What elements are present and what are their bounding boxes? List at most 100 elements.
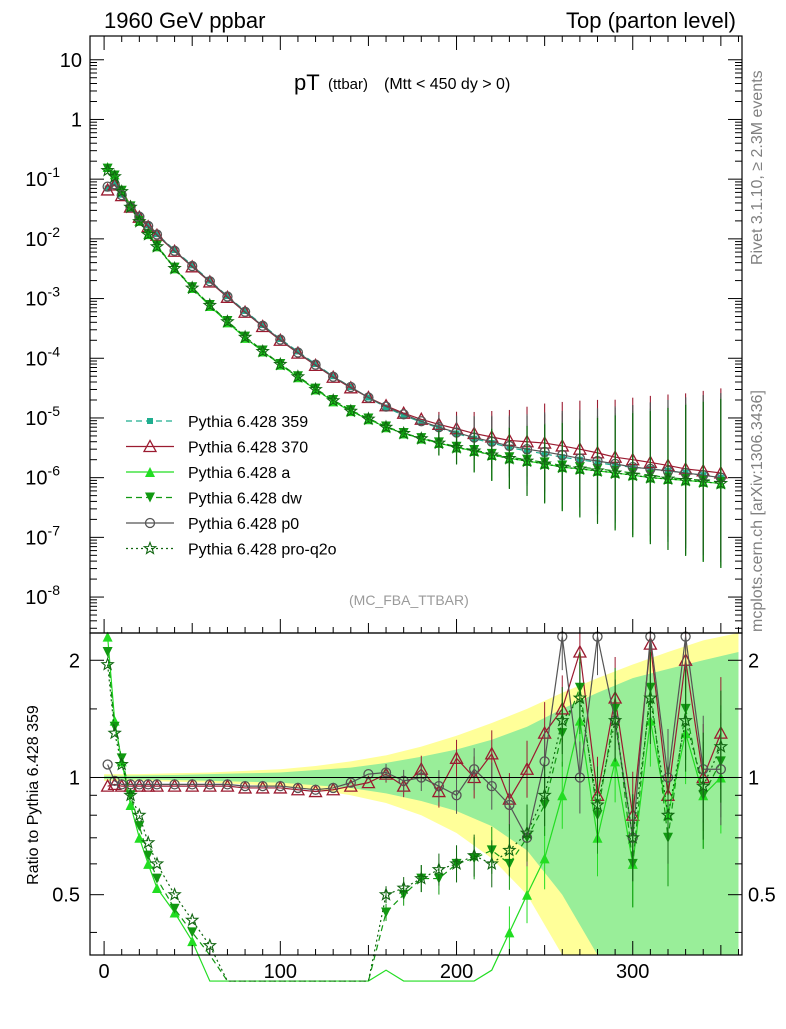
point-marker <box>185 280 200 295</box>
point-marker <box>141 778 156 792</box>
point-marker <box>449 856 464 870</box>
y-tick-label: 10-2 <box>25 224 60 251</box>
point-marker <box>149 856 165 870</box>
point-marker <box>537 456 552 471</box>
point-marker <box>469 764 480 775</box>
point-marker <box>519 453 535 468</box>
point-marker <box>396 425 411 440</box>
y-tick-label: 10-1 <box>25 164 60 191</box>
point-marker <box>398 427 409 438</box>
point-marker <box>255 343 270 358</box>
point-marker <box>237 329 253 344</box>
point-marker <box>220 289 235 303</box>
point-marker <box>519 825 535 840</box>
point-marker <box>433 781 445 792</box>
ratio-y-tick-label: 0.5 <box>52 885 80 907</box>
legend: Pythia 6.428 359 Pythia 6.428 370 Pythia 6… <box>126 414 337 559</box>
axes-frame <box>89 35 743 956</box>
point-marker <box>123 199 138 214</box>
point-marker <box>381 907 392 918</box>
ratio-y-tick-label: 1 <box>69 767 80 789</box>
point-marker <box>140 227 156 241</box>
point-marker <box>625 467 641 482</box>
y-tick-label: 10-4 <box>25 343 60 370</box>
point-marker <box>555 712 570 727</box>
point-marker <box>167 887 182 901</box>
point-marker <box>643 690 658 705</box>
point-marker <box>185 912 200 927</box>
point-marker <box>310 784 321 795</box>
point-marker <box>343 380 358 394</box>
point-marker <box>145 492 155 503</box>
point-marker <box>326 369 341 383</box>
ratio-y-axis-label: Ratio to Pythia 6.428 359 <box>25 705 42 885</box>
point-marker <box>418 419 425 426</box>
point-marker <box>378 419 394 434</box>
y-tick-exponent: -7 <box>48 522 61 538</box>
point-marker <box>398 775 409 787</box>
point-marker <box>466 847 482 862</box>
point-marker <box>273 332 288 346</box>
y-tick-exponent: -5 <box>48 403 61 419</box>
point-marker <box>449 439 464 454</box>
point-marker <box>519 761 535 775</box>
point-marker <box>132 213 147 228</box>
point-marker <box>140 835 156 849</box>
point-marker <box>132 778 147 792</box>
ratio-y-tick-label: 2 <box>69 650 80 672</box>
point-marker <box>414 431 429 445</box>
point-marker <box>102 181 113 192</box>
point-marker <box>383 404 390 411</box>
point-marker <box>275 781 286 792</box>
point-marker <box>537 787 552 802</box>
point-marker <box>169 903 180 914</box>
point-marker <box>239 781 251 792</box>
point-marker <box>102 163 113 174</box>
y-tick-exponent: -6 <box>48 463 61 479</box>
point-marker <box>343 403 358 418</box>
point-marker <box>416 416 427 427</box>
point-marker <box>310 359 321 370</box>
point-marker <box>328 782 339 794</box>
point-marker <box>361 411 376 426</box>
point-marker <box>143 850 154 861</box>
point-marker <box>220 314 235 328</box>
x-tick-label: 200 <box>440 961 473 983</box>
point-marker <box>290 782 306 796</box>
point-marker <box>114 778 129 792</box>
point-marker <box>114 184 129 198</box>
x-tick-label: 0 <box>99 961 110 983</box>
rivet-version-label: Rivet 3.1.10, ≥ 2.3M events <box>749 70 766 265</box>
point-marker <box>310 383 321 394</box>
point-marker <box>167 260 182 275</box>
series-line <box>107 169 721 485</box>
ratio-uncertainty-band <box>104 633 739 955</box>
point-marker <box>572 690 588 705</box>
point-marker <box>590 797 605 812</box>
point-marker <box>151 229 163 240</box>
point-marker <box>713 738 729 753</box>
y-tick-label: 10-3 <box>25 284 60 311</box>
point-marker <box>242 307 249 314</box>
point-marker <box>695 474 711 488</box>
series-line <box>107 183 721 479</box>
point-marker <box>414 411 429 425</box>
point-marker <box>326 392 341 407</box>
point-marker <box>151 779 163 790</box>
point-marker <box>363 768 374 780</box>
point-marker <box>273 356 288 371</box>
point-marker <box>169 245 180 256</box>
ratio-y-tick-label-right: 0.5 <box>748 885 776 907</box>
point-marker <box>308 381 323 396</box>
y-tick-label: 10-7 <box>25 522 60 549</box>
point-marker <box>643 470 658 484</box>
point-marker <box>345 777 356 788</box>
plot-title-sub: (ttbar) <box>328 76 368 93</box>
point-marker <box>111 180 118 187</box>
point-marker <box>123 787 138 802</box>
point-marker <box>502 450 517 465</box>
point-marker <box>237 304 253 318</box>
point-marker <box>202 274 217 288</box>
point-marker <box>431 435 447 450</box>
plot-title-main: pT <box>294 70 320 95</box>
